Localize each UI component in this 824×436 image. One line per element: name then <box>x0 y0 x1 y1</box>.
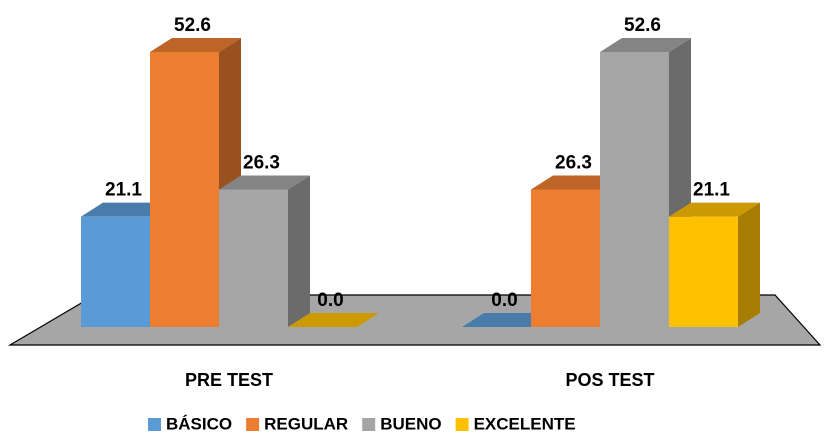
legend-swatch <box>455 418 469 431</box>
value-label: 26.3 <box>555 153 592 174</box>
value-label: 26.3 <box>243 153 280 174</box>
bar-front <box>669 216 738 327</box>
bar-top <box>150 38 241 52</box>
bar-front <box>531 189 600 327</box>
legend-swatch <box>148 418 161 431</box>
bar-front <box>150 52 219 327</box>
x-tick-label: PRE TEST <box>185 370 273 390</box>
bar-top <box>669 202 760 217</box>
bar-side <box>738 202 760 327</box>
bar-front <box>81 216 150 327</box>
bar-top <box>462 313 553 327</box>
bar <box>219 175 310 327</box>
x-tick-label: POS TEST <box>565 370 654 390</box>
bar-top <box>288 313 379 327</box>
bar-front <box>219 189 288 327</box>
value-label: 0.0 <box>491 290 517 311</box>
bar-top <box>81 202 172 217</box>
legend-swatch <box>362 418 376 431</box>
value-label: 21.1 <box>105 180 142 201</box>
bar <box>669 202 760 327</box>
bar <box>288 313 379 327</box>
value-label: 0.0 <box>317 290 343 311</box>
bar-front <box>600 52 669 327</box>
legend-label: REGULAR <box>264 414 348 433</box>
bar <box>600 38 691 327</box>
bar-top <box>219 175 310 190</box>
bar-top <box>600 38 691 52</box>
bar-side <box>288 175 310 327</box>
legend-label: BUENO <box>380 414 441 433</box>
legend-label: EXCELENTE <box>474 414 576 433</box>
legend-swatch <box>246 418 260 431</box>
value-label: 52.6 <box>624 15 661 36</box>
value-label: 52.6 <box>174 15 211 36</box>
value-label: 21.1 <box>693 180 730 201</box>
bar-top <box>531 175 622 190</box>
legend-label: BÁSICO <box>166 414 232 433</box>
bar <box>462 313 553 327</box>
